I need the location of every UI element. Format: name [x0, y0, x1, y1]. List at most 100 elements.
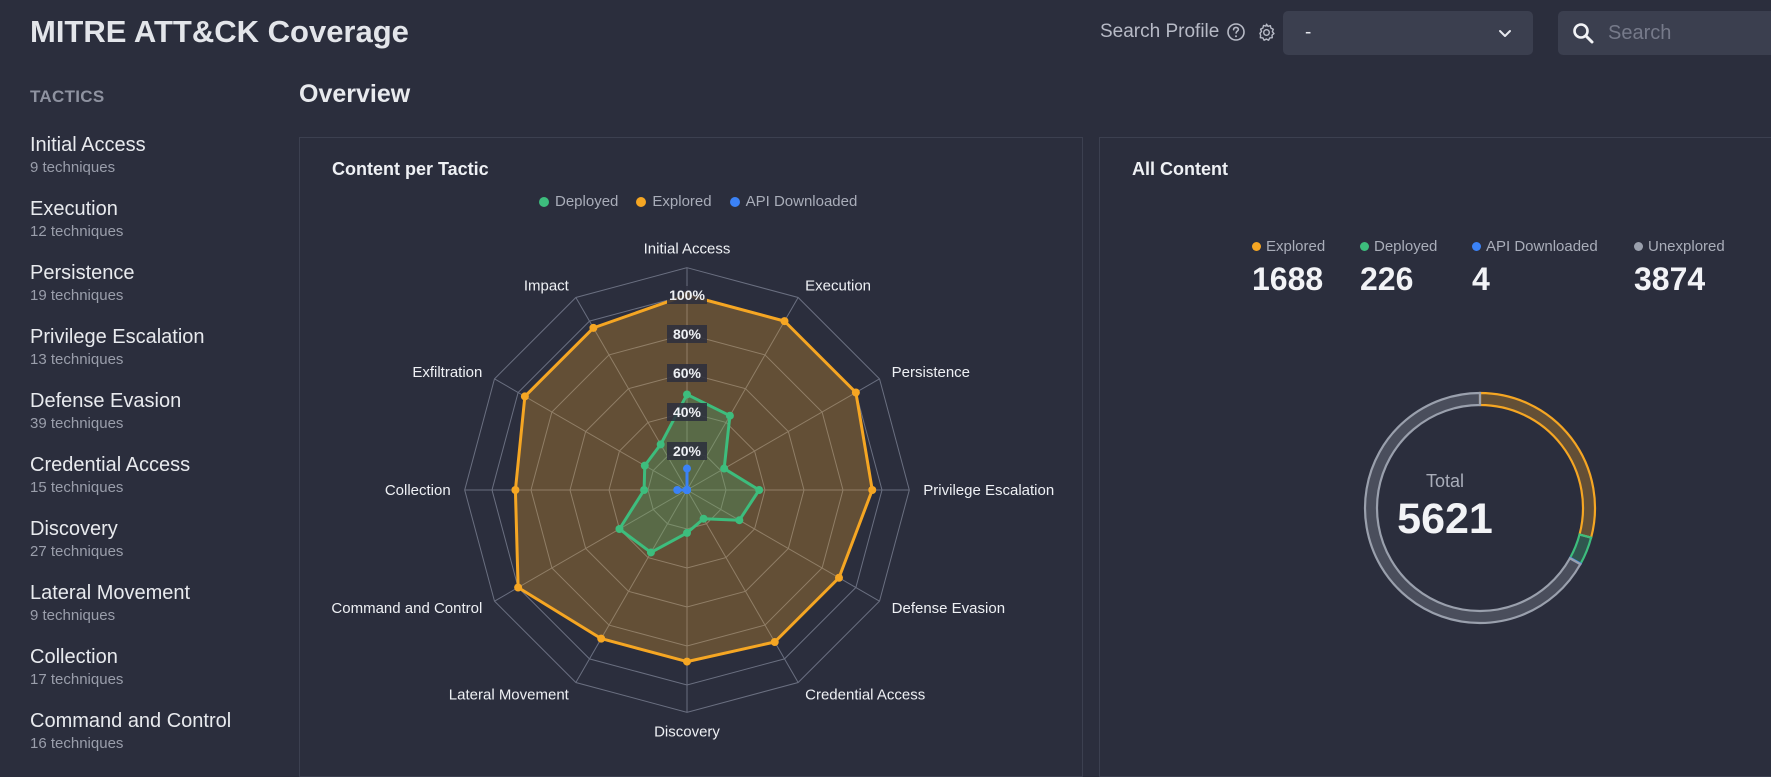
data-point [589, 323, 598, 332]
tactic-name: Privilege Escalation [30, 326, 205, 348]
stat-value: 4 [1472, 261, 1490, 297]
search-profile-label: Search Profile [1100, 21, 1220, 42]
axis-label: Privilege Escalation [923, 482, 1054, 499]
data-point [646, 548, 655, 557]
tactic-count: 15 techniques [30, 479, 124, 496]
panel-title: All Content [1132, 159, 1228, 179]
tactic-name: Discovery [30, 518, 118, 540]
tactic-name: Persistence [30, 262, 135, 284]
search-profile-select[interactable]: - [1283, 11, 1533, 55]
axis-label: Credential Access [805, 687, 925, 704]
tactic-name: Execution [30, 198, 118, 220]
stat-value: 3874 [1634, 261, 1706, 297]
tactic-count: 12 techniques [30, 223, 124, 240]
legend-item-deployed[interactable]: Deployed [539, 193, 618, 210]
legend-label: Deployed [555, 193, 619, 210]
search-input[interactable] [1608, 17, 1768, 49]
sidebar-item-defense-evasion[interactable]: Defense Evasion 39 techniques [30, 388, 270, 452]
legend-label: API Downloaded [745, 193, 858, 210]
data-point [656, 440, 665, 449]
data-point [683, 390, 691, 399]
help-icon[interactable] [1226, 22, 1246, 42]
tactics-heading: TACTICS [30, 87, 105, 106]
tick-label-bg [667, 364, 707, 382]
chevron-down-icon [1499, 30, 1511, 37]
data-point [511, 486, 520, 494]
data-point [673, 486, 682, 494]
stat-explored: Explored 1688 [1252, 238, 1412, 298]
data-point [725, 411, 734, 420]
panel-title: Content per Tactic [332, 159, 489, 179]
axis-label: Impact [524, 277, 570, 294]
sidebar-item-execution[interactable]: Execution 12 techniques [30, 196, 270, 260]
content-per-tactic-panel: Content per Tactic Deployed Explored API… [299, 137, 1083, 777]
tick-label-bg [667, 325, 707, 343]
data-point [834, 573, 843, 582]
tactic-count: 9 techniques [30, 159, 116, 176]
tick-label: 80% [673, 326, 702, 342]
data-point [755, 486, 764, 494]
sidebar-item-initial-access[interactable]: Initial Access 9 techniques [30, 132, 270, 196]
donut-total-label: Total [1425, 471, 1465, 491]
axis-label: Discovery [654, 723, 720, 740]
tactic-name: Initial Access [30, 134, 146, 156]
sidebar-item-lateral-movement[interactable]: Lateral Movement 9 techniques [30, 580, 270, 644]
gear-icon[interactable] [1256, 22, 1277, 43]
tactic-list: Initial Access 9 techniques Execution 12… [30, 132, 270, 772]
tactic-count: 39 techniques [30, 415, 124, 432]
tactic-count: 13 techniques [30, 351, 124, 368]
stat-label: Unexplored [1648, 238, 1725, 255]
tick-label: 20% [673, 443, 702, 459]
sidebar-item-credential-access[interactable]: Credential Access 15 techniques [30, 452, 270, 516]
stat-value: 226 [1360, 261, 1414, 297]
axis-label: Persistence [892, 364, 970, 381]
tick-label-bg [667, 286, 707, 304]
axis-label: Command and Control [331, 600, 482, 617]
axis-label: Collection [385, 482, 451, 499]
stat-label: Deployed [1374, 238, 1438, 255]
stat-deployed: Deployed 226 [1360, 238, 1520, 298]
sidebar-item-command-and-control[interactable]: Command and Control 16 techniques [30, 708, 270, 772]
data-point [683, 528, 691, 537]
data-point [640, 486, 649, 494]
donut-chart [1363, 391, 1597, 625]
chart-legend: Deployed Explored API Downloaded [539, 193, 857, 210]
tick-label: 40% [673, 404, 702, 420]
data-point [683, 486, 691, 494]
grid-spoke [686, 378, 880, 491]
search-profile-value: - [1305, 22, 1312, 43]
page-title: Overview [299, 80, 411, 108]
radar-chart: 20% 40% 60% 80% 100% Initial Access Execution P… [331, 241, 1054, 741]
explored-swatch [636, 196, 647, 207]
tactic-count: 16 techniques [30, 735, 124, 752]
axis-label: Defense Evasion [892, 600, 1005, 617]
data-point [597, 634, 606, 643]
legend-item-api-downloaded[interactable]: API Downloaded [729, 193, 858, 210]
sidebar-item-discovery[interactable]: Discovery 27 techniques [30, 516, 270, 580]
data-point [780, 317, 789, 326]
legend-label: Explored [652, 193, 712, 210]
sidebar-item-privilege-escalation[interactable]: Privilege Escalation 13 techniques [30, 324, 270, 388]
data-point [851, 388, 860, 397]
data-point [720, 464, 729, 473]
tactic-name: Defense Evasion [30, 390, 182, 412]
tick-label: 60% [673, 365, 702, 381]
data-point [735, 516, 744, 525]
axis-label: Exfiltration [412, 364, 482, 381]
sidebar-item-collection[interactable]: Collection 17 techniques [30, 644, 270, 708]
axis-label: Lateral Movement [449, 687, 570, 704]
tactic-count: 17 techniques [30, 671, 124, 688]
sidebar-item-persistence[interactable]: Persistence 19 techniques [30, 260, 270, 324]
tactic-name: Collection [30, 646, 118, 668]
axis-label: Execution [805, 277, 871, 294]
axis-label: Initial Access [644, 241, 731, 258]
tick-label-bg [667, 403, 707, 421]
deployed-swatch [1360, 242, 1369, 251]
tactic-count: 9 techniques [30, 607, 116, 624]
data-point [868, 486, 877, 494]
tactic-name: Lateral Movement [30, 582, 191, 604]
deployed-swatch [539, 196, 549, 207]
explored-swatch [1252, 242, 1261, 251]
search-box[interactable] [1558, 11, 1771, 55]
legend-item-explored[interactable]: Explored [636, 193, 712, 210]
